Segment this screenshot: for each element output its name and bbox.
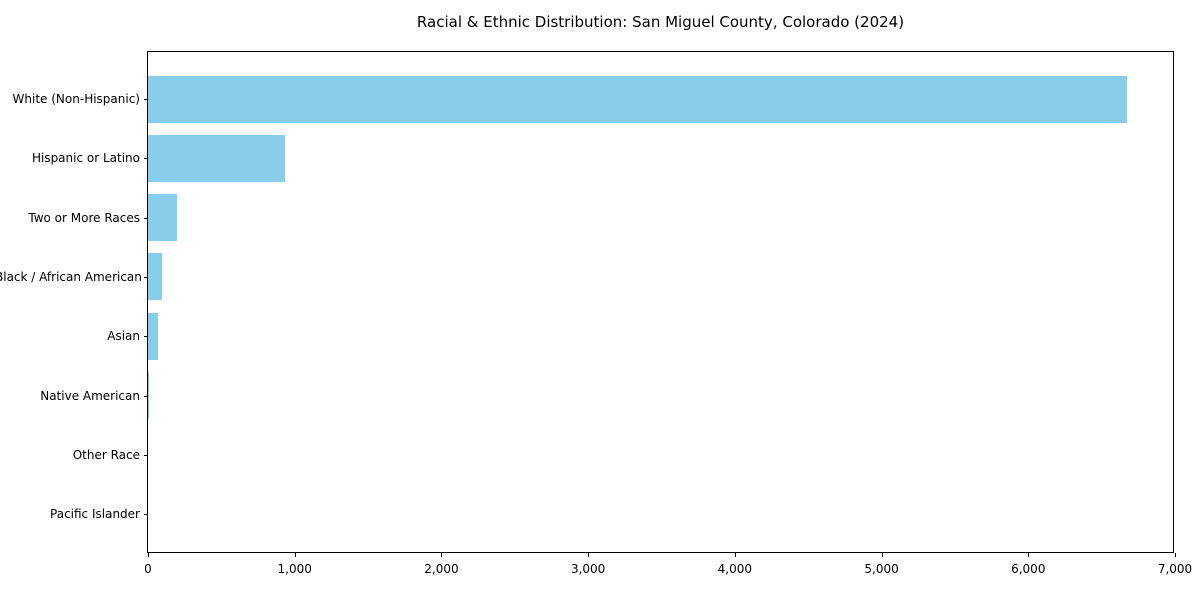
category-label: Asian	[107, 329, 140, 344]
y-tick-mark	[144, 217, 148, 219]
x-tick-mark	[1175, 553, 1176, 557]
bar-native-american	[148, 372, 150, 419]
x-tick-label: 2,000	[424, 562, 459, 576]
y-tick-mark	[144, 336, 148, 338]
x-tick-label: 1,000	[277, 562, 312, 576]
x-tick-label: 3,000	[570, 562, 606, 576]
x-tick-mark	[734, 553, 736, 557]
bar-hispanic-or-latino	[148, 134, 286, 182]
y-tick-mark	[144, 158, 148, 160]
y-tick-mark	[144, 395, 148, 397]
category-label: White (Non-Hispanic)	[12, 92, 140, 106]
bar-black-african-american	[148, 253, 162, 301]
x-tick-label: 7,000	[1157, 562, 1193, 576]
x-tick-mark	[148, 553, 149, 557]
x-tick-mark	[294, 553, 296, 557]
category-label: Hispanic or Latino	[31, 151, 140, 166]
x-tick-mark	[1028, 553, 1030, 557]
category-label: Pacific Islander	[50, 507, 140, 522]
bar-two-or-more-races	[148, 194, 178, 242]
category-label: Two or More Races	[28, 210, 140, 225]
x-tick-label: 6,000	[1011, 562, 1046, 576]
y-tick-mark	[144, 514, 148, 516]
x-tick-label: 4,000	[717, 562, 753, 576]
x-tick-label: 0	[144, 562, 152, 576]
x-tick-label: 5,000	[864, 562, 899, 576]
chart-title: Racial & Ethnic Distribution: San Miguel…	[416, 13, 905, 31]
category-label: Other Race	[72, 447, 140, 462]
category-label: Black / African American	[0, 269, 142, 284]
bar-white-non-hispanic	[148, 75, 1127, 123]
x-tick-mark	[441, 553, 443, 557]
bar-asian	[148, 312, 158, 360]
plot-area: White (Non-Hispanic) Hispanic or Latino Tw…	[0, 51, 1192, 576]
x-tick-mark	[588, 553, 590, 557]
y-tick-mark	[144, 276, 148, 278]
x-tick-mark	[881, 553, 883, 557]
y-tick-mark	[144, 454, 148, 456]
y-tick-mark	[144, 99, 148, 100]
category-label: Native American	[40, 388, 140, 403]
